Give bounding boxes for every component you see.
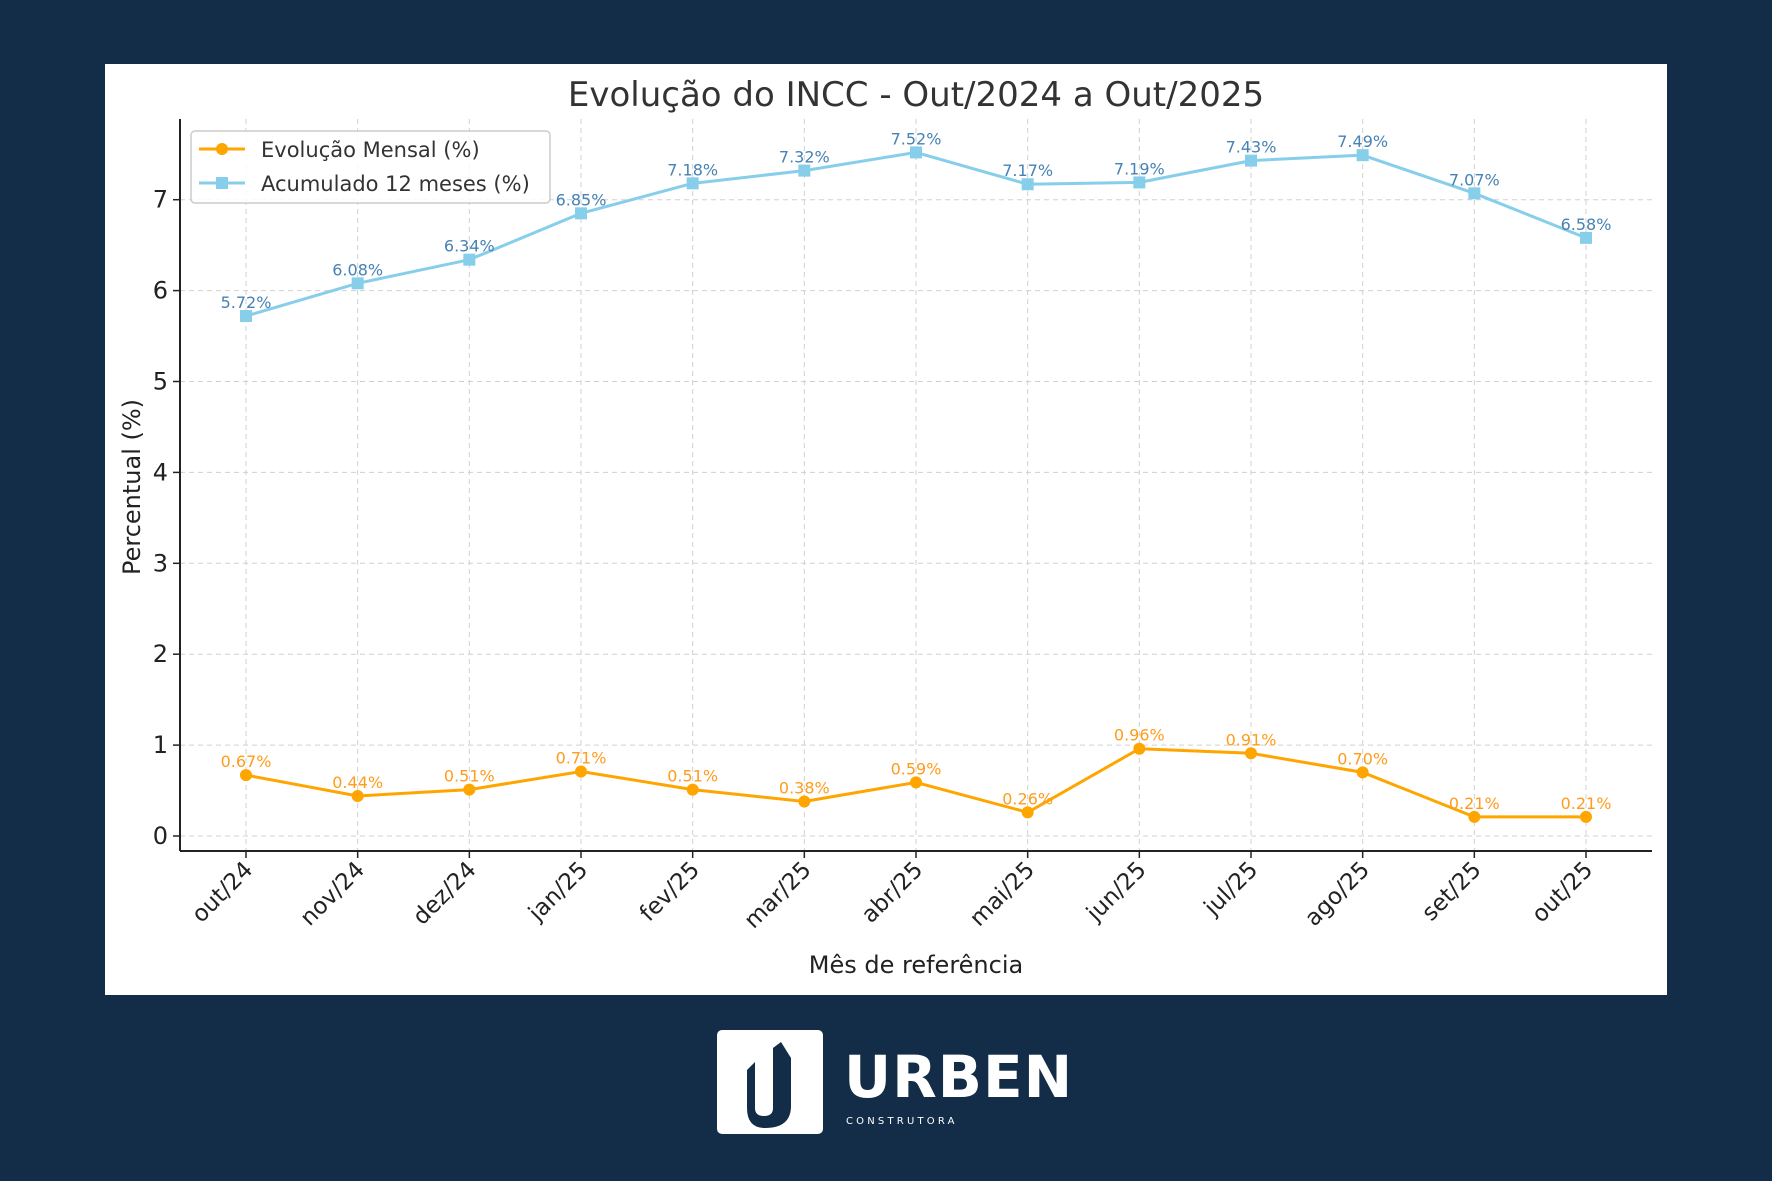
chart-title: Evolução do INCC - Out/2024 a Out/2025	[568, 75, 1264, 115]
data-point	[1245, 154, 1257, 167]
x-tick-label: nov/24	[295, 857, 369, 931]
data-label: 7.17%	[1002, 161, 1053, 180]
data-point	[798, 795, 811, 808]
data-label: 7.49%	[1337, 132, 1388, 151]
legend-circle-marker-icon	[216, 143, 228, 155]
data-label: 7.43%	[1226, 138, 1277, 157]
data-label: 6.85%	[556, 190, 607, 209]
data-label: 0.38%	[779, 778, 830, 797]
data-label: 6.08%	[332, 260, 383, 279]
x-tick-label: ago/25	[1300, 857, 1375, 932]
data-label: 6.58%	[1561, 215, 1612, 234]
x-tick-label: out/24	[187, 857, 258, 928]
y-tick-label: 2	[153, 640, 168, 668]
legend: Evolução Mensal (%) Acumulado 12 meses (…	[190, 130, 551, 204]
axes: out/24 nov/24 dez/24 jan/25 fev/25 mar/25 abr/…	[153, 119, 1652, 934]
data-point	[686, 783, 699, 796]
logo-brand-name: URBEN	[844, 1043, 1074, 1111]
data-label: 7.32%	[779, 148, 830, 167]
data-label: 7.52%	[891, 129, 942, 148]
x-tick-label: dez/24	[408, 857, 481, 930]
x-tick-label: jan/25	[523, 857, 593, 927]
legend-label-acumulado: Acumulado 12 meses (%)	[261, 172, 530, 196]
data-point	[575, 765, 587, 778]
data-label: 0.21%	[1449, 794, 1500, 813]
x-tick-label: set/25	[1417, 857, 1486, 926]
data-point	[240, 769, 252, 782]
data-label: 0.71%	[556, 748, 607, 767]
data-point	[575, 207, 587, 220]
data-label: 5.72%	[221, 293, 272, 312]
data-label: 0.26%	[1002, 789, 1053, 808]
data-label: 7.19%	[1114, 159, 1165, 178]
data-point	[1133, 176, 1146, 189]
y-tick-label: 4	[153, 458, 168, 486]
data-point	[910, 146, 922, 159]
x-axis-label: Mês de referência	[809, 951, 1023, 979]
y-tick-label: 7	[153, 186, 168, 214]
y-tick-label: 0	[153, 822, 168, 850]
data-point	[1133, 742, 1146, 755]
data-point	[1468, 187, 1481, 200]
x-tick-label: mai/25	[965, 857, 1040, 932]
data-label: 7.18%	[667, 160, 718, 179]
series-layer: 0.67% 0.44% 0.51% 0.71% 0.51% 0.38% 0.59% 0.26%…	[221, 129, 1612, 823]
data-point	[463, 783, 476, 796]
grid	[180, 119, 1652, 851]
data-label: 7.07%	[1449, 170, 1500, 189]
y-tick-label: 1	[153, 731, 168, 759]
x-tick-label: jun/25	[1081, 857, 1151, 927]
urben-logo: URBEN CONSTRUTORA	[717, 1030, 1077, 1140]
x-tick-label: mar/25	[740, 857, 817, 934]
data-point	[1245, 747, 1257, 760]
data-label: 0.70%	[1337, 749, 1388, 768]
data-point	[351, 277, 364, 290]
logo-subtitle: CONSTRUTORA	[846, 1116, 958, 1127]
data-point	[1580, 810, 1592, 823]
y-axis-label: Percentual (%)	[118, 399, 146, 575]
data-label: 0.44%	[332, 773, 383, 792]
data-point	[1021, 178, 1034, 191]
data-point	[463, 253, 476, 266]
data-point	[798, 164, 811, 177]
x-tick-label: fev/25	[635, 857, 705, 927]
y-tick-label: 3	[153, 549, 168, 577]
y-tick-label: 6	[153, 277, 168, 305]
data-point	[1021, 806, 1034, 819]
chart-panel	[105, 64, 1667, 995]
legend-square-marker-icon	[216, 177, 228, 189]
data-label: 0.21%	[1561, 794, 1612, 813]
data-label: 0.67%	[221, 752, 272, 771]
x-tick-label: abr/25	[857, 857, 929, 929]
data-point	[240, 310, 252, 323]
x-tick-label: jul/25	[1199, 857, 1264, 922]
data-point	[1580, 231, 1592, 244]
data-label: 0.91%	[1226, 730, 1277, 749]
data-point	[351, 790, 364, 803]
data-label: 0.51%	[667, 767, 718, 786]
y-tick-label: 5	[153, 368, 168, 396]
data-label: 6.34%	[444, 237, 495, 256]
data-label: 0.51%	[444, 767, 495, 786]
data-point	[910, 776, 922, 789]
data-label: 0.59%	[891, 759, 942, 778]
data-point	[1468, 810, 1481, 823]
data-point	[1356, 766, 1369, 779]
legend-label-mensal: Evolução Mensal (%)	[261, 138, 480, 162]
data-point	[1356, 149, 1369, 162]
logo-u-icon	[717, 1030, 823, 1134]
data-label: 0.96%	[1114, 726, 1165, 745]
x-tick-label: out/25	[1527, 857, 1598, 928]
data-point	[686, 177, 699, 190]
